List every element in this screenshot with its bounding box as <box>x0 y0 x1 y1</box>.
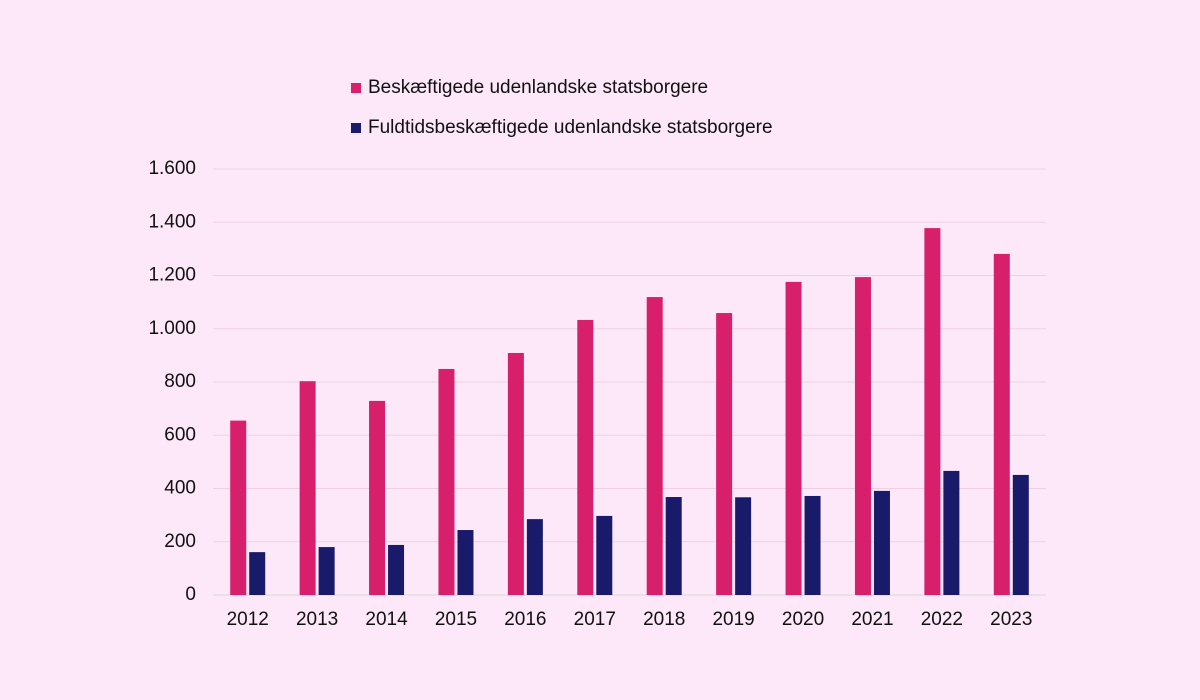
x-tick-label: 2017 <box>574 609 616 630</box>
bar <box>507 352 524 595</box>
bar <box>438 368 455 595</box>
bar <box>457 530 474 595</box>
bar <box>230 420 247 595</box>
bar <box>526 519 543 595</box>
bar <box>577 319 594 595</box>
bar <box>388 544 405 595</box>
bar <box>369 400 386 595</box>
x-tick-label: 2022 <box>921 609 963 630</box>
x-tick-label: 2015 <box>435 609 477 630</box>
x-tick-label: 2021 <box>851 609 893 630</box>
y-tick-label: 400 <box>164 478 196 499</box>
x-tick-label: 2019 <box>712 609 754 630</box>
bar <box>993 253 1010 595</box>
y-tick-label: 1.000 <box>148 318 196 339</box>
y-tick-label: 800 <box>164 371 196 392</box>
x-tick-label: 2014 <box>365 609 408 630</box>
x-tick-label: 2012 <box>227 609 269 630</box>
bar <box>735 497 752 595</box>
x-tick-label: 2013 <box>296 609 338 630</box>
y-tick-label: 1.600 <box>148 158 196 179</box>
bar <box>943 470 960 595</box>
bar <box>873 490 890 595</box>
bar <box>665 497 682 595</box>
y-tick-label: 200 <box>164 531 196 552</box>
bar <box>299 381 316 595</box>
y-tick-label: 1.400 <box>148 211 196 232</box>
y-tick-label: 0 <box>185 584 196 605</box>
legend-swatch <box>351 83 361 93</box>
x-tick-label: 2016 <box>504 609 546 630</box>
x-tick-label: 2020 <box>782 609 824 630</box>
bar <box>924 228 941 596</box>
x-tick-label: 2018 <box>643 609 685 630</box>
y-tick-label: 600 <box>164 424 196 445</box>
y-tick-label: 1.200 <box>148 265 196 286</box>
bar <box>804 495 821 595</box>
legend-swatch <box>351 123 361 133</box>
bar <box>646 297 663 595</box>
bar <box>785 281 802 595</box>
bar <box>249 552 266 595</box>
bar <box>1012 474 1029 595</box>
legend-label: Beskæftigede udenlandske statsborgere <box>368 77 708 98</box>
legend-label: Fuldtidsbeskæftigede udenlandske statsbo… <box>368 117 773 138</box>
bar <box>716 313 733 595</box>
bar <box>854 277 871 595</box>
bar <box>318 547 335 595</box>
bar <box>596 515 613 595</box>
x-tick-label: 2023 <box>990 609 1032 630</box>
